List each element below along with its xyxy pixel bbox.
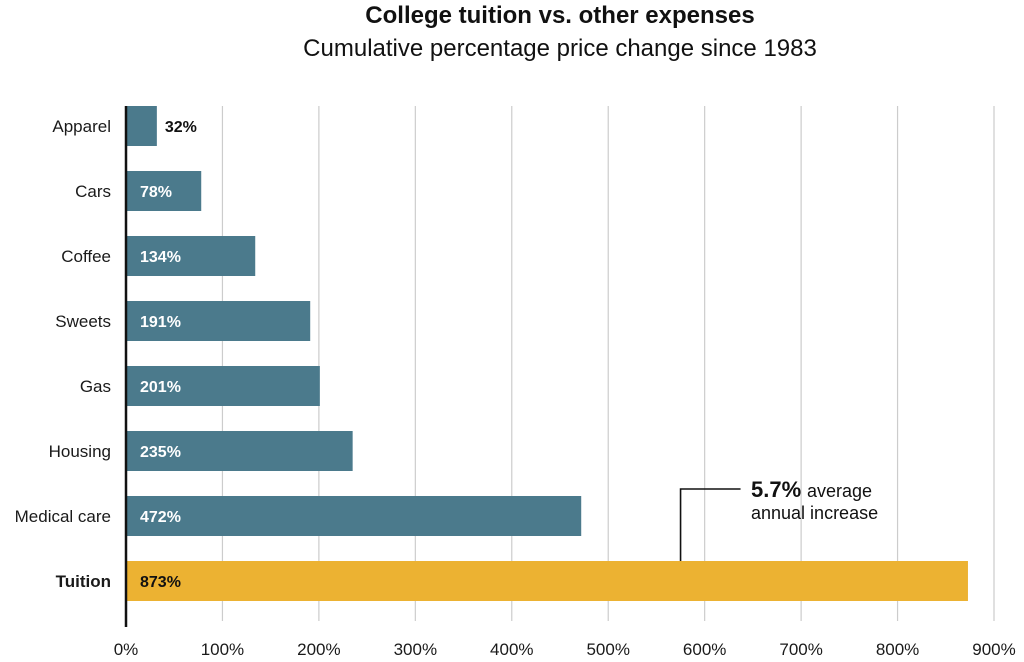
x-tick-label-0: 0%: [114, 640, 139, 659]
x-tick-label-600: 600%: [683, 640, 726, 659]
value-label-housing: 235%: [140, 444, 181, 461]
chart-subtitle: Cumulative percentage price change since…: [303, 35, 817, 62]
value-label-tuition: 873%: [140, 574, 181, 591]
annotation-text-line2: annual increase: [751, 503, 878, 523]
value-label-coffee: 134%: [140, 249, 181, 266]
x-tick-label-400: 400%: [490, 640, 533, 659]
bar-housing: [126, 431, 353, 471]
bar-coffee: [126, 236, 256, 276]
chart-title: College tuition vs. other expenses: [365, 2, 755, 29]
category-label-medical-care: Medical care: [15, 507, 111, 526]
x-tick-label-900: 900%: [972, 640, 1015, 659]
bar-sweets: [126, 301, 311, 341]
bar-medical-care: [126, 496, 582, 536]
category-label-tuition: Tuition: [56, 572, 111, 591]
bar-cars: [126, 171, 202, 211]
value-label-medical-care: 472%: [140, 509, 181, 526]
x-tick-label-300: 300%: [394, 640, 437, 659]
value-label-sweets: 191%: [140, 314, 181, 331]
bar-tuition: [126, 561, 968, 601]
value-label-gas: 201%: [140, 379, 181, 396]
x-tick-label-800: 800%: [876, 640, 919, 659]
x-tick-label-500: 500%: [586, 640, 629, 659]
category-label-gas: Gas: [80, 377, 111, 396]
annotation-leader-line: [679, 488, 741, 561]
value-label-cars: 78%: [140, 184, 172, 201]
bar-gas: [126, 366, 320, 406]
annotation-text-line1: average: [807, 481, 872, 501]
x-tick-label-700: 700%: [779, 640, 822, 659]
category-label-coffee: Coffee: [61, 247, 111, 266]
x-tick-label-200: 200%: [297, 640, 340, 659]
bar-apparel: [126, 106, 157, 146]
annotation-value: 5.7%: [751, 477, 801, 502]
category-label-cars: Cars: [75, 182, 111, 201]
category-label-sweets: Sweets: [55, 312, 111, 331]
value-label-apparel: 32%: [165, 119, 197, 136]
x-tick-label-100: 100%: [201, 640, 244, 659]
category-label-housing: Housing: [49, 442, 111, 461]
category-label-apparel: Apparel: [52, 117, 111, 136]
